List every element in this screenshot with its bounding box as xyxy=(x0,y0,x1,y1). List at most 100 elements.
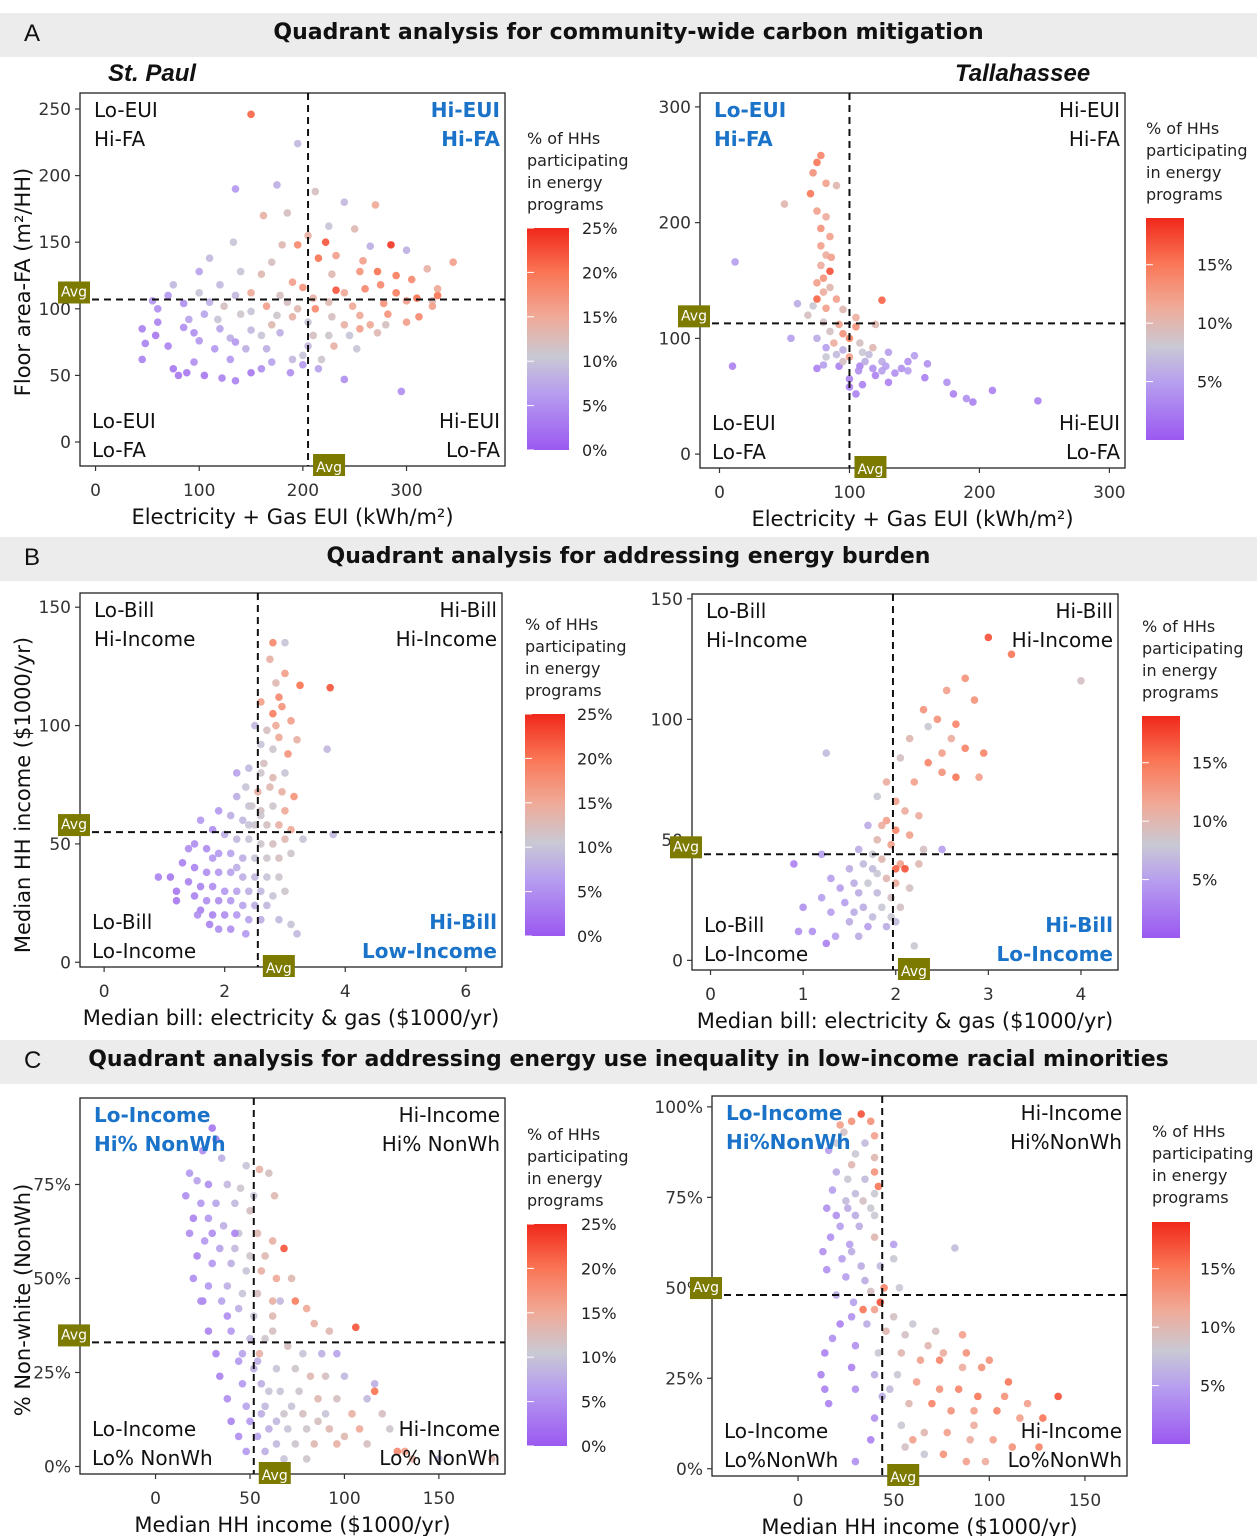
data-point xyxy=(1008,1443,1017,1451)
chart-B-tallahassee: 01234050100150Median bill: electricity &… xyxy=(651,590,1244,1033)
avg-badge-bg xyxy=(58,281,90,304)
data-point xyxy=(309,294,318,302)
data-point xyxy=(859,1197,867,1205)
quadrant-label-br: Lo% NonWh xyxy=(379,1446,500,1470)
data-point xyxy=(928,1399,936,1408)
data-point xyxy=(831,932,840,941)
data-point xyxy=(280,1410,288,1418)
data-point xyxy=(884,348,893,357)
avg-badge-bg xyxy=(262,955,295,977)
data-point xyxy=(293,139,302,148)
data-point xyxy=(299,351,307,360)
data-point xyxy=(257,1410,266,1418)
data-point xyxy=(866,1287,875,1296)
y-tick-label: 150 xyxy=(651,590,683,610)
data-point xyxy=(184,877,193,886)
data-point xyxy=(850,908,858,916)
data-point xyxy=(854,932,863,941)
data-point xyxy=(821,1385,829,1393)
y-tick-label: 150 xyxy=(39,233,71,253)
data-point xyxy=(314,1417,322,1426)
data-point xyxy=(832,1139,841,1147)
quadrant-label-tl: Hi-Income xyxy=(706,628,807,652)
data-point xyxy=(905,884,914,892)
data-point xyxy=(832,1168,841,1176)
data-point xyxy=(275,915,283,924)
y-axis-label: Floor area-FA (m²/HH) xyxy=(11,168,35,396)
y-tick-label: 250 xyxy=(39,100,71,120)
data-point xyxy=(193,1252,201,1260)
x-tick-label: 6 xyxy=(460,982,471,1002)
data-point xyxy=(246,1417,254,1426)
data-point xyxy=(871,371,880,380)
data-point xyxy=(961,744,969,753)
colorbar-legend: % of HHs participating in energy programs 15… xyxy=(1146,119,1247,440)
data-point xyxy=(780,200,789,208)
data-point xyxy=(886,1385,894,1393)
data-point xyxy=(197,1297,205,1305)
data-point xyxy=(817,261,825,270)
data-point xyxy=(376,281,385,289)
legend-title: participating xyxy=(1146,141,1247,160)
data-point xyxy=(255,1349,264,1358)
data-point xyxy=(275,873,283,881)
data-point xyxy=(220,302,228,310)
legend-title: in energy xyxy=(525,659,600,678)
data-point xyxy=(332,286,340,294)
data-point xyxy=(238,1289,247,1298)
data-point xyxy=(813,295,821,303)
data-point xyxy=(378,1410,387,1418)
colorbar-tick-label: 5% xyxy=(1192,871,1217,890)
data-point xyxy=(269,709,277,718)
data-point xyxy=(915,811,923,820)
data-point xyxy=(923,360,932,368)
x-axis-label: Median bill: electricity & gas ($1000/yr… xyxy=(697,1009,1113,1033)
data-point xyxy=(273,181,281,189)
data-point xyxy=(874,1182,883,1191)
data-point xyxy=(231,1199,239,1208)
data-point xyxy=(840,1128,848,1136)
data-point xyxy=(247,326,255,334)
data-point xyxy=(891,369,899,377)
colorbar-legend: % of HHs participating in energy programs 25… xyxy=(527,129,628,460)
x-tick-label: 200 xyxy=(287,481,319,501)
data-point xyxy=(251,821,259,829)
data-point xyxy=(874,1349,883,1357)
data-point xyxy=(246,1207,254,1215)
data-point xyxy=(901,807,909,815)
data-point xyxy=(878,821,886,830)
data-point xyxy=(397,387,406,396)
data-point xyxy=(257,769,265,777)
data-point xyxy=(253,1357,262,1365)
data-point xyxy=(216,281,224,289)
data-point xyxy=(248,802,256,810)
data-point xyxy=(852,322,860,331)
data-point xyxy=(299,360,307,369)
data-point xyxy=(857,1110,865,1118)
data-point xyxy=(189,1274,198,1283)
x-tick-label: 2 xyxy=(219,982,230,1002)
legend-title: participating xyxy=(525,637,626,656)
data-point xyxy=(245,835,253,843)
data-point xyxy=(868,864,877,873)
data-point xyxy=(317,355,326,364)
avg-badge-bg xyxy=(854,456,887,478)
data-point xyxy=(257,915,265,924)
data-point xyxy=(857,1262,865,1270)
x-tick-label: 150 xyxy=(1069,1491,1101,1511)
data-point xyxy=(794,927,803,936)
data-point xyxy=(217,1297,226,1305)
data-point xyxy=(208,854,217,862)
data-point xyxy=(304,231,312,240)
data-point xyxy=(276,1297,285,1305)
data-point xyxy=(324,222,333,231)
x-tick-label: 0 xyxy=(150,1489,161,1509)
x-tick-label: 0 xyxy=(99,982,110,1002)
avg-badge-bg xyxy=(690,1277,722,1300)
data-point xyxy=(901,1331,909,1339)
data-point xyxy=(821,1349,829,1357)
avg-badge-bg xyxy=(58,1324,90,1347)
data-point xyxy=(214,868,223,877)
data-point xyxy=(321,1410,330,1418)
